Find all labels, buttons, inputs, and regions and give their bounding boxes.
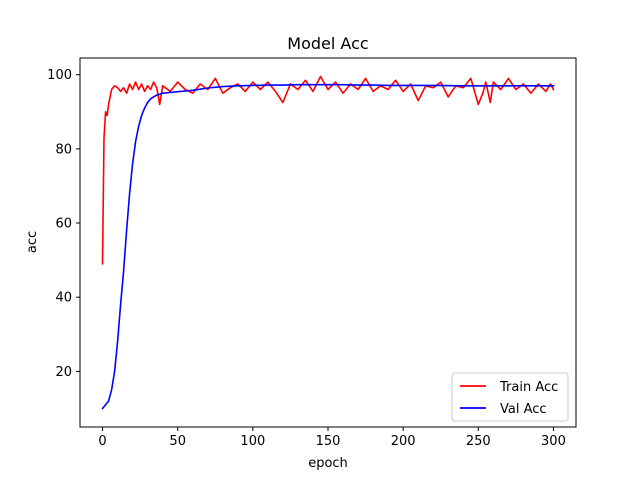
- y-tick-label: 20: [55, 365, 72, 380]
- x-tick-label: 50: [169, 434, 186, 449]
- x-tick-label: 300: [541, 434, 566, 449]
- x-tick-label: 0: [98, 434, 106, 449]
- legend-label: Val Acc: [500, 402, 547, 417]
- x-tick-label: 200: [391, 434, 416, 449]
- y-tick-label: 60: [55, 217, 72, 232]
- y-tick-label: 80: [55, 142, 72, 157]
- x-tick-label: 100: [240, 434, 265, 449]
- legend-label: Train Acc: [499, 380, 558, 395]
- legend-box: [451, 372, 569, 422]
- plot-area: 0 50 100 150 200 250 300 20 40 60 80 100: [47, 57, 577, 449]
- y-tick-label: 100: [47, 68, 72, 83]
- series-line-val-acc: [101, 83, 555, 410]
- x-tick-label: 150: [316, 434, 341, 449]
- y-tick-label: 40: [55, 291, 72, 306]
- x-axis-label: epoch: [308, 456, 348, 471]
- series-line-train-acc: [101, 75, 555, 265]
- y-axis-label: acc: [25, 231, 40, 253]
- x-tick-label: 250: [466, 434, 491, 449]
- legend: Train Acc Val Acc: [451, 372, 569, 422]
- chart-title: Model Acc: [287, 34, 368, 53]
